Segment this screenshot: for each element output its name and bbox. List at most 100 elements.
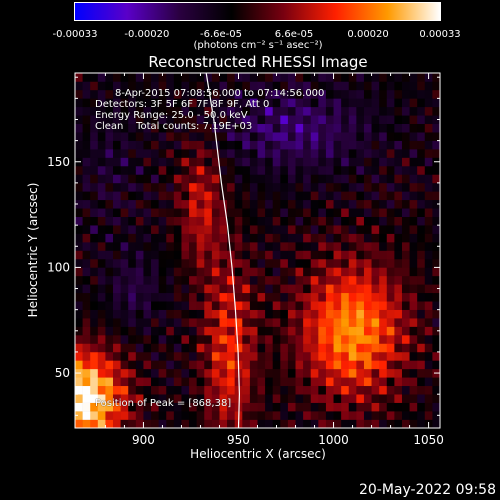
heatmap-cell (333, 89, 342, 99)
heatmap-cell (166, 377, 175, 387)
heatmap-cell (401, 292, 410, 302)
heatmap-cell (394, 233, 403, 243)
heatmap-cell (181, 419, 190, 429)
heatmap-cell (151, 199, 159, 209)
heatmap-cell (113, 402, 121, 412)
heatmap-cell (265, 157, 273, 167)
heatmap-cell (211, 284, 220, 294)
heatmap-cell (318, 89, 327, 99)
heatmap-cell (242, 326, 251, 336)
heatmap-cell (409, 81, 418, 91)
heatmap-cell (257, 301, 266, 310)
colorbar-tick-label: 0.00033 (419, 29, 461, 40)
heatmap-cell (242, 394, 251, 403)
heatmap-cell (242, 174, 251, 184)
heatmap-cell (272, 140, 281, 150)
heatmap-cell (348, 157, 357, 167)
heatmap-cell (75, 394, 83, 403)
heatmap-cell (181, 309, 190, 319)
heatmap-cell (257, 89, 266, 99)
heatmap-cell (234, 149, 243, 158)
heatmap-cell (128, 394, 137, 403)
heatmap-cell (257, 385, 266, 395)
heatmap-cell (189, 335, 197, 344)
heatmap-cell (135, 106, 144, 116)
heatmap-cell (363, 208, 372, 217)
heatmap-cell (97, 326, 106, 336)
heatmap-cell (257, 394, 266, 403)
heatmap-cell (386, 106, 395, 116)
heatmap-cell (135, 275, 144, 285)
heatmap-cell (143, 377, 152, 387)
heatmap-cell (356, 199, 365, 209)
heatmap-cell (424, 267, 433, 277)
heatmap-cell (135, 98, 144, 108)
heatmap-cell (249, 394, 258, 403)
heatmap-cell (166, 326, 175, 336)
heatmap-cell (82, 343, 91, 353)
heatmap-cell (417, 377, 426, 387)
heatmap-cell (272, 132, 281, 141)
heatmap-cell (257, 402, 266, 412)
heatmap-cell (287, 275, 296, 285)
heatmap-cell (166, 157, 175, 167)
heatmap-cell (265, 199, 273, 209)
heatmap-cell (196, 301, 205, 310)
heatmap-cell (287, 81, 296, 91)
heatmap-cell (120, 394, 129, 403)
heatmap-cell (249, 385, 258, 395)
heatmap-cell (82, 165, 91, 175)
heatmap-cell (97, 208, 106, 217)
heatmap-cell (272, 411, 281, 420)
heatmap-cell (249, 301, 258, 310)
heatmap-cell (97, 318, 106, 327)
heatmap-cell (105, 360, 114, 370)
heatmap-cell (318, 360, 327, 370)
heatmap-cell (280, 132, 289, 141)
heatmap-cell (242, 106, 251, 116)
heatmap-cell (128, 326, 137, 336)
heatmap-cell (265, 208, 273, 217)
heatmap-cell (272, 174, 281, 184)
heatmap-cell (394, 199, 403, 209)
heatmap-cell (341, 402, 350, 412)
heatmap-cell (295, 225, 304, 234)
heatmap-cell (295, 182, 304, 192)
heatmap-cell (341, 115, 350, 125)
heatmap-cell (379, 335, 388, 344)
heatmap-cell (120, 242, 129, 251)
heatmap-cell (97, 360, 106, 370)
heatmap-cell (310, 275, 319, 285)
heatmap-cell (371, 250, 380, 260)
heatmap-cell (113, 199, 121, 209)
heatmap-cell (143, 351, 152, 361)
heatmap-cell (249, 225, 258, 234)
heatmap-cell (348, 284, 357, 294)
heatmap-cell (234, 132, 243, 141)
heatmap-cell (234, 106, 243, 116)
heatmap-cell (424, 191, 433, 201)
heatmap-cell (287, 419, 296, 429)
heatmap-cell (371, 157, 380, 167)
heatmap-cell (219, 419, 228, 429)
annotation-clean-counts: Clean Total counts: 7.19E+03 (95, 121, 253, 132)
heatmap-cell (325, 106, 334, 116)
heatmap-cell (181, 301, 190, 310)
heatmap-cell (113, 98, 121, 108)
heatmap-cell (166, 309, 175, 319)
heatmap-cell (409, 292, 418, 302)
heatmap-cell (234, 258, 243, 268)
heatmap-cell (120, 140, 129, 150)
heatmap-cell (196, 385, 205, 395)
heatmap-cell (90, 394, 99, 403)
heatmap-cell (128, 258, 137, 268)
heatmap-cell (90, 149, 99, 158)
heatmap-cell (143, 402, 152, 412)
heatmap-cell (417, 292, 426, 302)
heatmap-cell (257, 199, 266, 209)
heatmap-cell (325, 98, 334, 108)
heatmap-cell (219, 318, 228, 327)
heatmap-cell (242, 292, 251, 302)
heatmap-cell (219, 284, 228, 294)
heatmap-cell (135, 191, 144, 201)
